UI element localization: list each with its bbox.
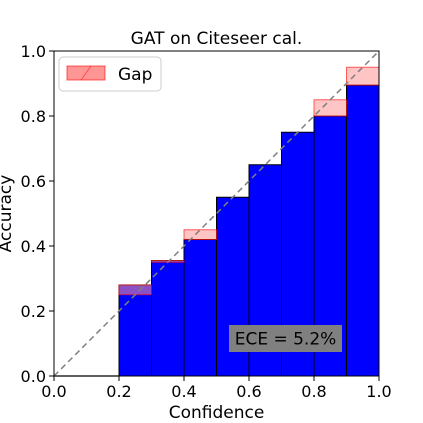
y-tick-label: 0.4 <box>21 237 46 256</box>
legend: Gap <box>58 56 162 92</box>
chart-title: GAT on Citeseer cal. <box>131 29 303 49</box>
y-axis-label: Accuracy <box>0 175 16 253</box>
output-bar <box>346 84 380 377</box>
x-tick-label: 0.6 <box>236 382 261 401</box>
gap-bar <box>183 229 217 240</box>
plot-frame <box>53 50 380 377</box>
gap-bar <box>118 284 152 296</box>
ece-text: ECE = 5.2% <box>235 330 337 350</box>
ece-annotation: ECE = 5.2% <box>229 325 342 352</box>
perfect-calibration-line <box>53 50 380 377</box>
legend-gap-hatch <box>80 65 92 81</box>
x-tick-label: 1.0 <box>366 382 391 401</box>
y-tick-label: 0.6 <box>21 172 46 191</box>
diagonal-layer <box>53 50 380 377</box>
x-axis-label: Confidence <box>169 403 265 423</box>
y-tick-label: 1.0 <box>21 42 46 61</box>
x-tick-label: 0.0 <box>41 382 66 401</box>
gap-bar <box>313 99 347 117</box>
x-tick-label: 0.8 <box>301 382 326 401</box>
legend-gap-label: Gap <box>118 65 152 85</box>
ece-box <box>229 325 342 352</box>
y-tick-label: 0.0 <box>21 367 46 386</box>
gap-bar <box>346 66 380 86</box>
y-tick-label: 0.8 <box>21 107 46 126</box>
output-bar <box>183 239 217 377</box>
axes-layer: 0.0 0.2 0.4 0.6 0.8 1.0 0.0 0.2 0.4 0.6 0.8 1.0 <box>21 42 392 401</box>
y-tick-label: 0.2 <box>21 302 46 321</box>
x-tick-label: 0.4 <box>171 382 196 401</box>
x-tick-label: 0.2 <box>106 382 131 401</box>
output-bar <box>151 260 185 377</box>
output-bar <box>118 284 152 377</box>
